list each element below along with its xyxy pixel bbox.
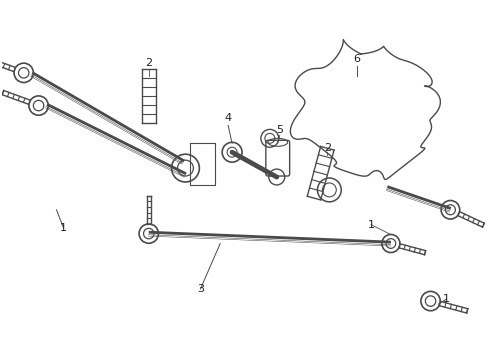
Text: 4: 4 [224,113,232,123]
Text: 6: 6 [354,54,361,64]
Text: 3: 3 [197,284,204,294]
Text: 5: 5 [276,125,283,135]
Text: 2: 2 [324,143,331,153]
Text: 1: 1 [60,222,67,233]
Text: 1: 1 [443,294,450,304]
Text: 2: 2 [145,58,152,68]
Text: 1: 1 [368,220,374,230]
